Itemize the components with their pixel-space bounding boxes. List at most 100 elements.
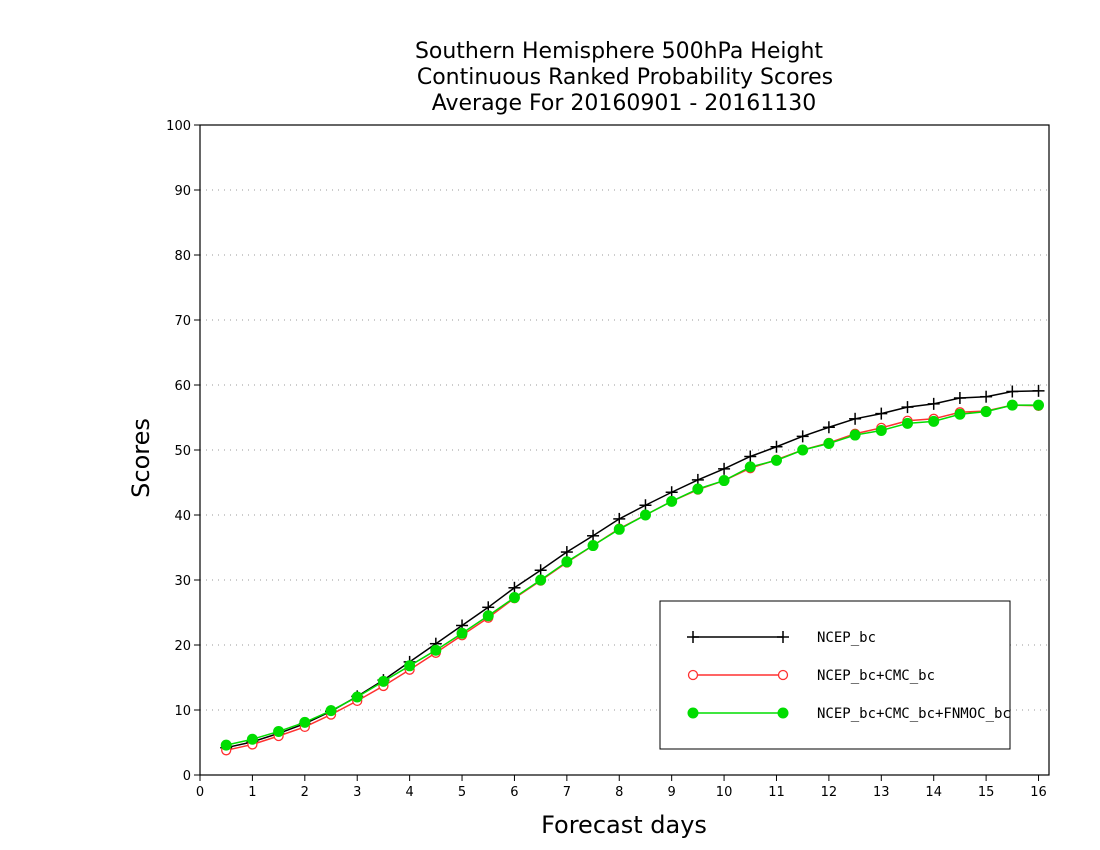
data-point (535, 574, 547, 586)
chart-title-line-1: Southern Hemisphere 500hPa Height (415, 39, 823, 64)
series-3 (220, 399, 1045, 751)
x-tick-label: 11 (768, 785, 785, 800)
data-point (561, 556, 573, 568)
data-point (849, 412, 862, 425)
y-tick-label: 10 (174, 704, 191, 719)
legend-item: NCEP_bc+CMC_bc (687, 668, 935, 684)
series-layer (220, 384, 1045, 756)
y-tick-label: 60 (174, 379, 191, 394)
legend-marker (777, 707, 789, 719)
y-tick-label: 100 (166, 119, 191, 134)
legend-label: NCEP_bc+CMC_bc (817, 668, 935, 684)
data-point (430, 644, 442, 656)
data-point (692, 483, 704, 495)
data-point (456, 627, 468, 639)
data-point (639, 509, 651, 521)
data-point (797, 444, 809, 456)
data-point (901, 401, 914, 414)
data-point (299, 716, 311, 728)
data-point (220, 739, 232, 751)
data-point (613, 512, 626, 525)
data-point (666, 495, 678, 507)
chart-title: Southern Hemisphere 500hPa Height Contin… (415, 39, 833, 116)
data-point (508, 592, 520, 604)
x-axis-title: Forecast days (541, 811, 707, 839)
legend-marker (777, 631, 789, 643)
data-point (770, 440, 783, 453)
x-tick-label: 4 (405, 785, 413, 800)
data-point (796, 430, 809, 443)
data-point (718, 475, 730, 487)
data-point (849, 429, 861, 441)
x-tick-label: 7 (563, 785, 571, 800)
data-point (508, 581, 521, 594)
legend-marker (687, 631, 699, 643)
data-point (823, 438, 835, 449)
x-tick-label: 0 (196, 785, 204, 800)
legend-marker (687, 669, 699, 681)
data-point (927, 397, 940, 410)
data-point (351, 691, 363, 703)
x-tick-label: 2 (301, 785, 309, 800)
data-point (822, 421, 835, 434)
y-tick-label: 30 (174, 574, 191, 589)
x-tick-label: 13 (873, 785, 890, 800)
data-point (928, 415, 940, 427)
data-point (954, 408, 966, 420)
x-tick-label: 9 (668, 785, 676, 800)
legend-label: NCEP_bc+CMC_bc+FNMOC_bc (817, 706, 1011, 722)
data-point (980, 390, 993, 403)
data-point (1032, 384, 1045, 397)
data-point (639, 499, 652, 512)
data-point (587, 529, 600, 542)
data-point (718, 462, 731, 475)
x-tick-label: 12 (821, 785, 838, 800)
x-tick-label: 16 (1030, 785, 1047, 800)
chart-title-line-2: Continuous Ranked Probability Scores (417, 65, 833, 90)
data-point (875, 425, 887, 436)
x-tick-label: 10 (716, 785, 733, 800)
data-point (1006, 385, 1019, 398)
data-point (1006, 399, 1018, 411)
chart-title-line-3: Average For 20160901 - 20161130 (432, 91, 817, 116)
data-point (246, 733, 258, 745)
data-point (273, 725, 285, 737)
x-tick-label: 3 (353, 785, 361, 800)
y-tick-label: 0 (183, 769, 191, 784)
data-point (560, 546, 573, 559)
legend-marker (687, 707, 699, 719)
x-tick-label: 1 (248, 785, 256, 800)
x-tick-label: 5 (458, 785, 466, 800)
x-tick-label: 15 (978, 785, 995, 800)
y-tick-label: 80 (174, 249, 191, 264)
data-point (902, 417, 913, 429)
data-point (587, 540, 599, 552)
y-tick-label: 90 (174, 184, 191, 199)
data-point (325, 705, 337, 717)
y-tick-label: 40 (174, 509, 191, 524)
legend: NCEP_bc NCEP_bc+CMC_bc NCEP_bc+CMC_bc+FNMO… (659, 600, 1011, 750)
y-axis-title: Scores (127, 418, 155, 498)
data-point (404, 660, 416, 672)
legend-label: NCEP_bc (817, 630, 876, 646)
data-point (770, 454, 782, 466)
x-tick-label: 14 (925, 785, 942, 800)
data-point (980, 406, 992, 418)
data-point (482, 610, 494, 622)
y-tick-label: 20 (174, 639, 191, 654)
data-point (744, 450, 757, 463)
data-point (534, 564, 547, 577)
data-point (953, 392, 966, 404)
x-tick-label: 8 (615, 785, 623, 800)
data-point (1033, 399, 1045, 411)
x-tick-label: 6 (510, 785, 518, 800)
y-tick-label: 70 (174, 314, 191, 329)
legend-item: NCEP_bc+CMC_bc+FNMOC_bc (687, 706, 1011, 722)
legend-marker (777, 669, 789, 681)
data-point (744, 461, 756, 473)
data-point (613, 523, 625, 535)
data-point (875, 407, 888, 420)
y-tick-label: 50 (174, 444, 191, 459)
